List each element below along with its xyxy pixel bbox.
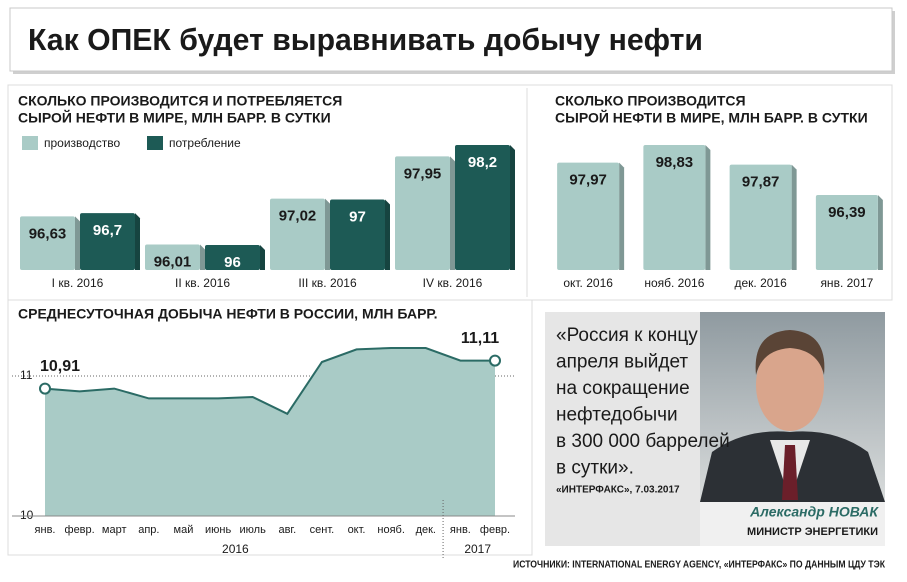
x-tick-label: янв.	[35, 524, 56, 536]
x-tick-label: III кв. 2016	[298, 276, 357, 290]
value-label: 96	[224, 254, 241, 271]
bar	[455, 145, 510, 270]
point	[489, 354, 501, 367]
bar	[270, 198, 325, 270]
speaker-name: Александр НОВАК	[749, 504, 879, 520]
quote-line: нефтедобычи	[556, 405, 678, 426]
bar-side	[135, 213, 140, 270]
title-box	[9, 7, 893, 72]
bar	[80, 213, 135, 270]
value-label: 97,97	[569, 172, 607, 189]
bar-side	[200, 244, 205, 270]
x-tick-label: II кв. 2016	[175, 276, 230, 290]
bar-side	[619, 162, 625, 270]
bar	[205, 245, 260, 270]
value-label: 97,02	[279, 208, 317, 225]
x-tick-label: янв.	[450, 524, 471, 536]
quote-line: на сокращение	[556, 378, 690, 399]
x-tick-label: дек. 2016	[734, 276, 787, 290]
value-label: 97,95	[404, 165, 442, 182]
hair	[755, 330, 825, 375]
chart-title: СКОЛЬКО ПРОИЗВОДИТСЯ	[555, 93, 746, 109]
x-tick-label: сент.	[310, 524, 335, 536]
bar-side	[325, 198, 330, 270]
x-tick-label: авг.	[278, 524, 296, 536]
value-label: 96,01	[154, 254, 192, 271]
bar	[815, 195, 878, 270]
speaker-role: МИНИСТР ЭНЕРГЕТИКИ	[747, 526, 878, 538]
x-tick-label: июль	[240, 524, 267, 536]
x-tick-label: окт.	[348, 524, 366, 536]
name-strip	[700, 502, 885, 546]
x-tick-label: янв. 2017	[820, 276, 873, 290]
bar-side	[705, 145, 711, 270]
y-tick-label: 10	[20, 508, 34, 522]
bar-side	[450, 156, 455, 270]
quote-source: «ИНТЕРФАКС», 7.03.2017	[556, 485, 680, 496]
value-label: 96,7	[93, 222, 122, 239]
main-title: Как ОПЕК будет выравнивать добычу нефти	[28, 22, 703, 57]
legend-swatch	[147, 136, 163, 150]
quote-line: апреля выйдет	[556, 352, 688, 373]
y-tick-label: 11	[20, 368, 33, 382]
value-label: 98,2	[468, 154, 497, 171]
value-label: 11,11	[461, 330, 499, 347]
legend-label: потребление	[169, 136, 241, 150]
face	[756, 339, 824, 431]
bottom-frame	[7, 299, 533, 556]
legend-swatch	[22, 136, 38, 150]
bar	[395, 156, 450, 270]
value-label: 97	[349, 209, 366, 226]
x-tick-label: нояб. 2016	[644, 276, 704, 290]
point	[39, 382, 51, 395]
tie	[782, 445, 798, 500]
bar	[20, 216, 75, 270]
x-tick-label: февр.	[480, 524, 510, 536]
x-tick-label: май	[174, 524, 194, 536]
bar-side	[877, 195, 883, 270]
quote-line: «Россия к концу	[556, 325, 698, 346]
bar-side	[791, 164, 797, 270]
x-tick-label: февр.	[65, 524, 95, 536]
value-label: 96,39	[828, 204, 866, 221]
legend-label: производство	[44, 136, 120, 150]
bar	[557, 162, 620, 270]
chart-title: СРЕДНЕСУТОЧНАЯ ДОБЫЧА НЕФТИ В РОССИИ, МЛ…	[18, 306, 438, 322]
sources: ИСТОЧНИКИ: INTERNATIONAL ENERGY AGENCY, …	[513, 560, 886, 571]
portrait	[700, 312, 885, 502]
x-tick-label: март	[102, 524, 127, 536]
x-group-label: 2016	[222, 542, 249, 556]
bar	[145, 244, 200, 270]
value-label: 98,83	[656, 154, 694, 171]
x-tick-label: IV кв. 2016	[423, 276, 483, 290]
bar-side	[385, 199, 390, 270]
x-tick-label: окт. 2016	[563, 276, 613, 290]
x-tick-label: апр.	[138, 524, 159, 536]
chart-title: СЫРОЙ НЕФТИ В МИРЕ, МЛН БАРР. В СУТКИ	[555, 109, 868, 126]
quote-line: в 300 000 баррелей	[556, 431, 730, 452]
x-tick-label: I кв. 2016	[52, 276, 104, 290]
x-tick-label: дек.	[416, 524, 436, 536]
area	[45, 348, 495, 516]
bar-side	[75, 216, 80, 270]
chart-title: СЫРОЙ НЕФТИ В МИРЕ, МЛН БАРР. В СУТКИ	[18, 109, 331, 126]
line	[44, 347, 495, 416]
value-label: 10,91	[40, 358, 80, 375]
bar-side	[510, 145, 515, 270]
bar-side	[260, 245, 265, 270]
chart-title: СКОЛЬКО ПРОИЗВОДИТСЯ И ПОТРЕБЛЯЕТСЯ	[18, 93, 342, 109]
value-label: 96,63	[29, 225, 67, 242]
x-tick-label: нояб.	[377, 524, 405, 536]
bar	[330, 199, 385, 270]
quote-line: в сутки».	[556, 458, 634, 479]
bar	[729, 164, 792, 270]
x-group-label: 2017	[464, 542, 491, 556]
bar	[643, 145, 706, 270]
x-tick-label: июнь	[205, 524, 231, 536]
value-label: 97,87	[742, 174, 780, 191]
